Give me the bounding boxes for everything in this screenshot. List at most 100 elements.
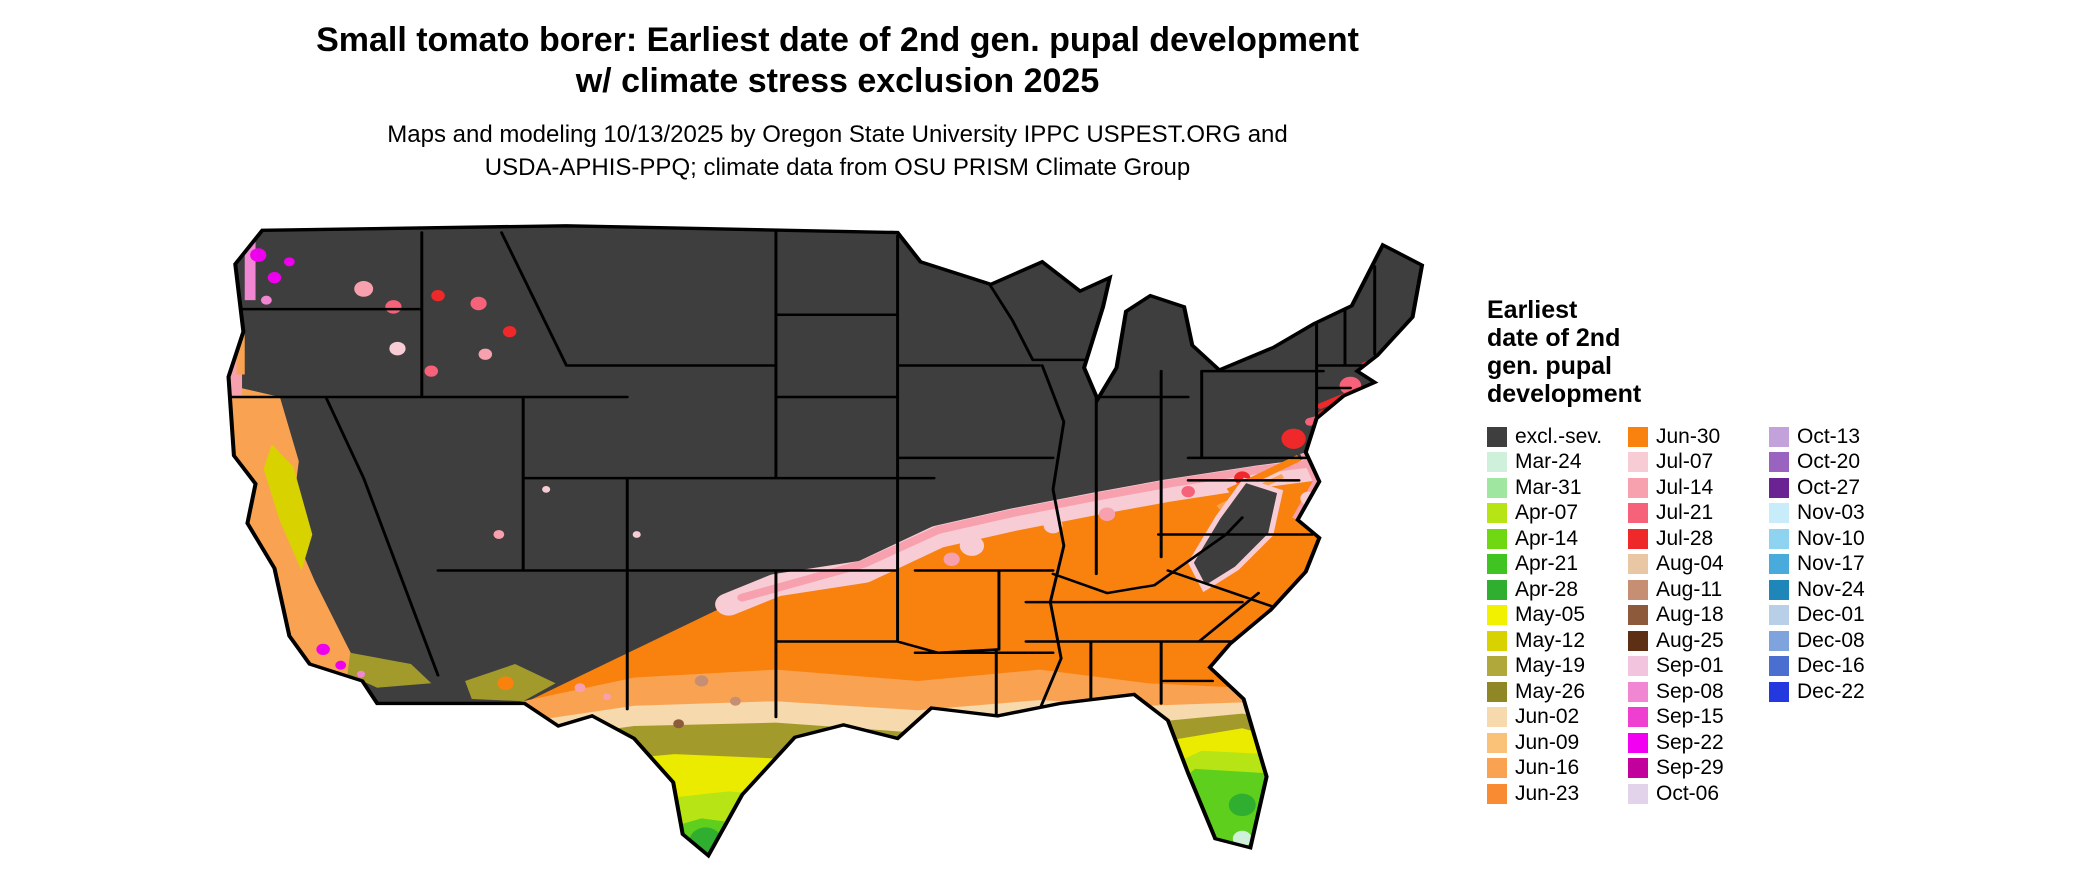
legend-color-swatch [1628, 528, 1648, 549]
legend-title-line2: date of 2nd [1487, 324, 1621, 352]
legend-item: Jun-23 [1487, 781, 1628, 807]
legend-color-swatch [1487, 630, 1507, 651]
legend-item-label: Sep-15 [1656, 705, 1724, 729]
legend-color-swatch [1628, 426, 1648, 447]
legend-item-label: Sep-01 [1656, 654, 1724, 678]
legend-item: Aug-04 [1628, 552, 1769, 578]
legend-item-label: May-19 [1515, 654, 1586, 678]
legend-color-swatch [1628, 452, 1648, 473]
legend-item-label: Jul-21 [1656, 501, 1714, 525]
legend-item-label: May-26 [1515, 679, 1586, 703]
legend-item: Nov-10 [1769, 526, 1939, 552]
legend-color-swatch [1487, 554, 1507, 575]
legend-item: Apr-28 [1487, 577, 1628, 603]
legend-item-label: Apr-07 [1515, 501, 1579, 525]
legend-color-swatch [1628, 681, 1648, 702]
legend-item: Jun-09 [1487, 730, 1628, 756]
legend-item: Oct-27 [1769, 475, 1939, 501]
legend-columns: excl.-sev. Mar-24 Mar-31 Apr-07 Apr-14 Apr-21… [1487, 424, 2087, 807]
legend-item-label: excl.-sev. [1515, 424, 1603, 448]
legend-item-label: Jun-02 [1515, 705, 1580, 729]
legend-item: Jul-14 [1628, 475, 1769, 501]
legend-color-swatch [1769, 681, 1789, 702]
legend-item-label: Jul-07 [1656, 450, 1714, 474]
page-subtitle-line1: Maps and modeling 10/13/2025 by Oregon S… [387, 121, 1288, 148]
legend-item-label: Sep-29 [1656, 756, 1724, 780]
page-subtitle-line2: USDA-APHIS-PPQ; climate data from OSU PR… [484, 154, 1191, 181]
legend-color-swatch [1628, 758, 1648, 779]
legend-item: May-19 [1487, 654, 1628, 680]
legend-item: Nov-03 [1769, 501, 1939, 527]
legend-item: Aug-11 [1628, 577, 1769, 603]
legend-item-label: May-12 [1515, 628, 1586, 652]
legend-color-swatch [1487, 707, 1507, 728]
legend-color-swatch [1487, 477, 1507, 498]
legend-item-label: Oct-06 [1656, 781, 1720, 805]
legend-item: Apr-21 [1487, 552, 1628, 578]
legend-item-label: Mar-24 [1515, 450, 1582, 474]
legend-title-line1: Earliest [1487, 296, 1578, 324]
legend-color-swatch [1628, 477, 1648, 498]
legend-item: Dec-01 [1769, 603, 1939, 629]
legend-item-label: Apr-28 [1515, 577, 1579, 601]
legend-column-1: excl.-sev. Mar-24 Mar-31 Apr-07 Apr-14 Apr-21… [1487, 424, 1628, 807]
legend-color-swatch [1487, 783, 1507, 804]
legend-item: Oct-13 [1769, 424, 1939, 450]
legend-item: May-26 [1487, 679, 1628, 705]
legend-item-label: Apr-14 [1515, 526, 1579, 550]
legend-color-swatch [1628, 503, 1648, 524]
legend-item-label: Aug-11 [1656, 577, 1723, 601]
legend-title-line3: gen. pupal [1487, 352, 1612, 380]
legend-item-label: Oct-13 [1797, 424, 1861, 448]
page-title-line2: w/ climate stress exclusion 2025 [575, 62, 1100, 100]
legend-color-swatch [1769, 554, 1789, 575]
legend-color-swatch [1769, 503, 1789, 524]
legend-item-label: Dec-16 [1797, 654, 1865, 678]
legend-column-3: Oct-13 Oct-20 Oct-27 Nov-03 Nov-10 Nov-17 Nov-… [1769, 424, 1939, 807]
legend-item-label: Aug-25 [1656, 628, 1724, 652]
legend-item: Jun-30 [1628, 424, 1769, 450]
legend-item-label: Jul-14 [1656, 475, 1714, 499]
legend-item-label: Oct-20 [1797, 450, 1861, 474]
legend-item-label: Nov-10 [1797, 526, 1865, 550]
legend-color-swatch [1769, 477, 1789, 498]
legend-item-label: Dec-08 [1797, 628, 1865, 652]
legend-color-swatch [1628, 579, 1648, 600]
state-borders [228, 231, 1377, 730]
legend-item-label: Dec-22 [1797, 679, 1865, 703]
legend-color-swatch [1769, 426, 1789, 447]
legend-item: Aug-18 [1628, 603, 1769, 629]
legend-item-label: Jun-16 [1515, 756, 1580, 780]
legend-item-label: Mar-31 [1515, 475, 1582, 499]
legend-item-label: Apr-21 [1515, 552, 1579, 576]
legend-title-line4: development [1487, 380, 1642, 408]
legend-item: Sep-01 [1628, 654, 1769, 680]
map-legend: Earliest date of 2nd gen. pupal developm… [1487, 296, 2087, 807]
legend-item-label: Jun-23 [1515, 781, 1580, 805]
legend-color-swatch [1769, 528, 1789, 549]
legend-item-label: Jul-28 [1656, 526, 1714, 550]
us-outline [226, 224, 1425, 859]
legend-color-swatch [1769, 656, 1789, 677]
legend-item: Jun-02 [1487, 705, 1628, 731]
legend-title: Earliest date of 2nd gen. pupal developm… [1487, 296, 2087, 408]
legend-color-swatch [1769, 605, 1789, 626]
legend-item-label: Jun-09 [1515, 730, 1580, 754]
legend-item: May-05 [1487, 603, 1628, 629]
legend-item: May-12 [1487, 628, 1628, 654]
legend-item: Apr-07 [1487, 501, 1628, 527]
legend-item: Mar-24 [1487, 450, 1628, 476]
legend-color-swatch [1628, 732, 1648, 753]
legend-item: Sep-22 [1628, 730, 1769, 756]
legend-item-label: Aug-04 [1656, 552, 1724, 576]
legend-item: Dec-08 [1769, 628, 1939, 654]
legend-item: excl.-sev. [1487, 424, 1628, 450]
legend-color-swatch [1487, 452, 1507, 473]
legend-item-label: Aug-18 [1656, 603, 1724, 627]
legend-item: Sep-15 [1628, 705, 1769, 731]
legend-item: Apr-14 [1487, 526, 1628, 552]
us-choropleth-map [215, 210, 1445, 886]
legend-item: Nov-24 [1769, 577, 1939, 603]
legend-color-swatch [1628, 656, 1648, 677]
legend-color-swatch [1487, 681, 1507, 702]
